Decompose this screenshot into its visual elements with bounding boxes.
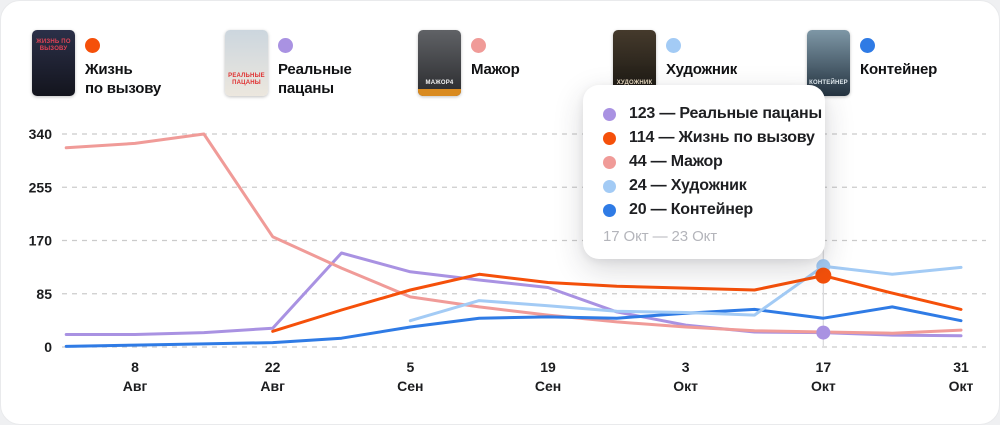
legend: ЖИЗНЬ ПО ВЫЗОВУ Жизнь по вызову РЕАЛЬНЫЕ П… [0, 0, 1000, 120]
legend-item[interactable]: МАЖОР4 Мажор [418, 30, 520, 96]
tooltip-row: 20 — Контейнер [603, 198, 805, 222]
legend-series-name: Мажор [471, 61, 520, 78]
legend-series-name: Контейнер [860, 61, 938, 78]
tooltip-row-label: 24 — Художник [629, 177, 747, 194]
legend-series-name: Художник [666, 61, 738, 78]
highlight-dots [815, 259, 832, 340]
highlight-dot-zhizn [815, 267, 832, 284]
x-axis-tick-label: 22 Авг [260, 359, 285, 394]
tooltip-row: 114 — Жизнь по вызову [603, 126, 815, 150]
tooltip-period: 17 Окт — 23 Окт [603, 228, 718, 245]
poster-caption: РЕАЛЬНЫЕ ПАЦАНЫ [228, 73, 265, 86]
x-axis-tick-label: 3 Окт [673, 359, 698, 394]
poster-caption: ЖИЗНЬ ПО ВЫЗОВУ [36, 39, 71, 52]
series-line-hudozhnik[interactable] [408, 264, 963, 323]
legend-item[interactable]: РЕАЛЬНЫЕ ПАЦАНЫ Реальные пацаны [225, 30, 352, 98]
x-axis-tick-label: 17 Окт [811, 359, 836, 394]
tooltip-row: 44 — Мажор [603, 150, 805, 174]
legend-color-dot [860, 38, 875, 53]
y-axis-tick-label: 0 [44, 339, 52, 355]
tooltip-row-label: 20 — Контейнер [629, 201, 753, 218]
series-line-konteyner[interactable] [64, 305, 963, 348]
y-axis-tick-label: 170 [29, 233, 53, 249]
legend-color-dot [278, 38, 293, 53]
poster-strip [418, 89, 461, 96]
tooltip-row-label: 114 — Жизнь по вызову [629, 129, 815, 146]
legend-item[interactable]: ЖИЗНЬ ПО ВЫЗОВУ Жизнь по вызову [32, 30, 161, 98]
tooltip-row-label: 123 — Реальные пацаны [629, 105, 822, 122]
tooltip-color-dot [603, 203, 616, 217]
poster-caption: МАЖОР4 [425, 80, 454, 86]
series-line-mazhor[interactable] [64, 132, 963, 335]
y-axis-tick-label: 85 [36, 286, 52, 302]
y-axis-tick-label: 340 [29, 126, 53, 142]
legend-item[interactable]: КОНТЕЙНЕР Контейнер [807, 30, 937, 96]
tooltip-row-label: 44 — Мажор [629, 153, 723, 170]
legend-series-name: Реальные пацаны [278, 61, 352, 97]
legend-series-name: Жизнь по вызову [85, 61, 162, 97]
tooltip-row: 24 — Художник [603, 174, 805, 198]
y-axis-labels: 0 85 170 255 340 [29, 126, 53, 355]
legend-color-dot [85, 38, 100, 53]
chart-tooltip: 123 — Реальные пацаны 114 — Жизнь по вызо… [583, 85, 825, 259]
series-lines[interactable] [64, 132, 963, 348]
x-axis-tick-label: 19 Сен [535, 359, 561, 394]
poster-thumbnail[interactable]: ЖИЗНЬ ПО ВЫЗОВУ [32, 30, 75, 96]
x-axis-tick-label: 8 Авг [123, 359, 148, 394]
x-axis-tick-label: 5 Сен [397, 359, 423, 394]
poster-thumbnail[interactable]: РЕАЛЬНЫЕ ПАЦАНЫ [225, 30, 268, 96]
y-axis-tick-label: 255 [29, 179, 53, 195]
tooltip-color-dot [603, 107, 616, 121]
highlight-dot-realnye [816, 325, 831, 340]
x-axis-tick-label: 31 Окт [949, 359, 974, 394]
series-line-zhizn[interactable] [271, 272, 963, 333]
tooltip-row: 123 — Реальные пацаны [603, 102, 822, 126]
legend-color-dot [666, 38, 681, 53]
tooltip-color-dot [603, 131, 616, 145]
gridlines [62, 133, 986, 348]
legend-color-dot [471, 38, 486, 53]
x-axis-labels: 8 Авг 22 Авг 5 Сен 19 Сен 3 Окт 17 Окт 31 Окт [123, 359, 974, 394]
tooltip-color-dot [603, 155, 616, 169]
poster-caption: ХУДОЖНИК [616, 80, 653, 86]
tooltip-color-dot [603, 179, 616, 193]
poster-caption: КОНТЕЙНЕР [809, 80, 848, 86]
poster-thumbnail[interactable]: МАЖОР4 [418, 30, 461, 96]
